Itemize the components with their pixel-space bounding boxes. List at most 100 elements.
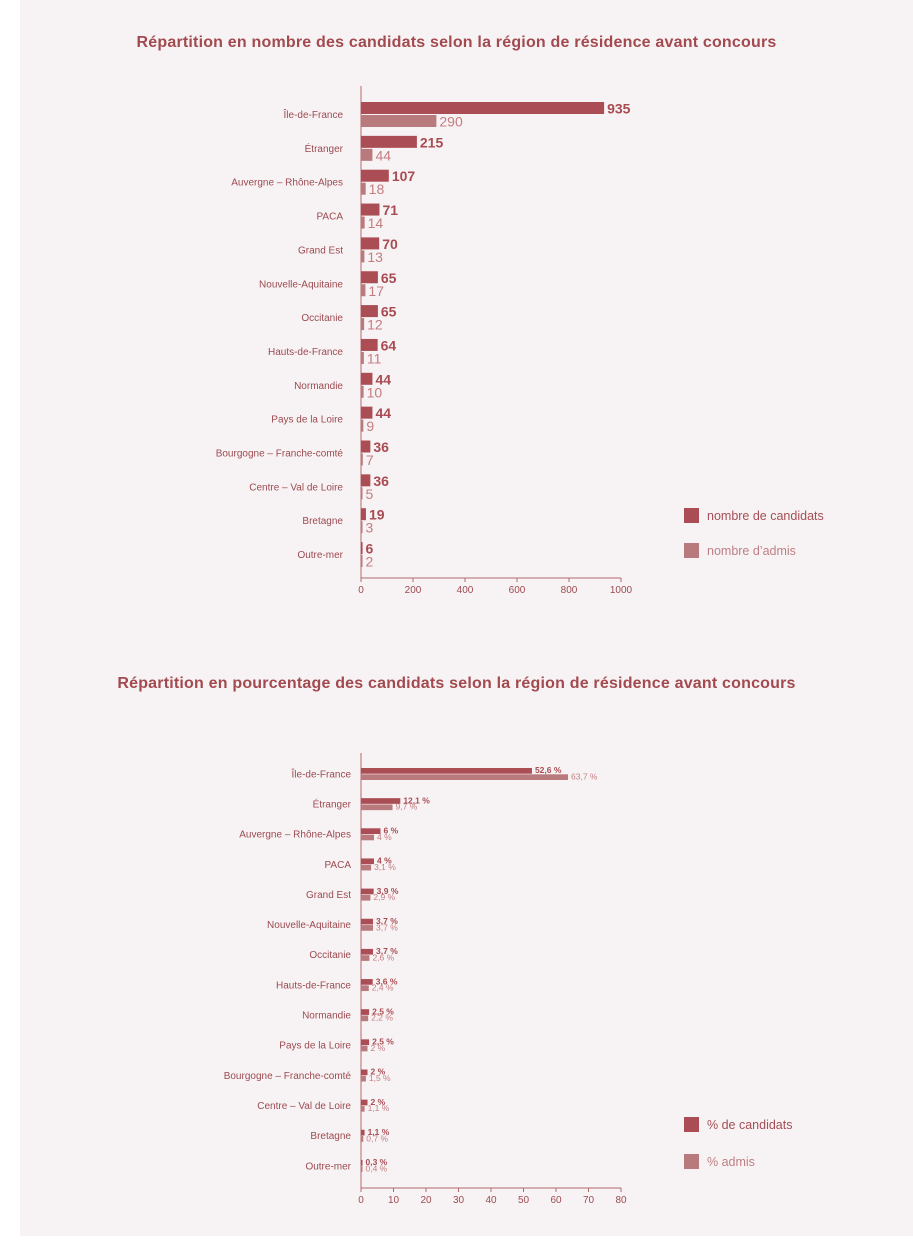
- x-tick-label: 1000: [610, 585, 633, 596]
- legend-swatch-admis: [684, 543, 699, 558]
- legend-label-candidats: nombre de candidats: [707, 509, 824, 523]
- category-label: Nouvelle-Aquitaine: [267, 920, 351, 931]
- bar-candidats: [361, 1039, 370, 1046]
- data-label-admis: 9: [366, 418, 374, 434]
- bar-admis: [361, 318, 365, 331]
- category-label: Auvergne – Rhône-Alpes: [231, 178, 343, 189]
- bar-candidats: [361, 135, 417, 148]
- category-label: Outre-mer: [297, 550, 343, 561]
- data-label-admis: 3: [366, 520, 374, 536]
- bar-candidats: [361, 474, 371, 487]
- data-label-admis: 11: [367, 350, 382, 366]
- bar-candidats: [361, 102, 605, 114]
- bar-admis: [361, 1015, 369, 1022]
- category-label: Nouvelle-Aquitaine: [259, 279, 343, 290]
- x-tick-label: 10: [388, 1195, 400, 1206]
- category-label: Centre – Val de Loire: [257, 1101, 351, 1112]
- data-label-admis: 2,4 %: [372, 983, 394, 993]
- x-tick-label: 0: [358, 585, 364, 596]
- category-label: Normandie: [294, 381, 343, 392]
- bar-candidats: [361, 271, 378, 284]
- bar-candidats: [361, 508, 366, 521]
- category-label: Île-de-France: [291, 767, 352, 780]
- bar-admis: [361, 284, 366, 297]
- data-label-admis: 12: [367, 317, 383, 333]
- bar-admis: [361, 216, 365, 229]
- data-label-candidats: 44: [375, 405, 391, 421]
- data-label-candidats: 65: [381, 304, 397, 320]
- category-label: Hauts-de-France: [276, 980, 351, 991]
- chart-background: [20, 0, 913, 1236]
- bar-admis: [361, 1075, 366, 1082]
- bar-candidats: [361, 305, 378, 318]
- bar-candidats: [361, 1159, 363, 1166]
- bar-candidats: [361, 237, 380, 250]
- bar-admis: [361, 1045, 368, 1052]
- data-label-candidats: 52,6 %: [535, 765, 562, 775]
- bar-candidats: [361, 203, 380, 216]
- bar-candidats: [361, 406, 373, 419]
- category-label: Occitanie: [309, 950, 351, 961]
- x-tick-label: 30: [453, 1195, 465, 1206]
- x-tick-label: 400: [457, 585, 474, 596]
- data-label-candidats: 70: [382, 236, 398, 252]
- data-label-candidats: 19: [369, 507, 385, 523]
- data-label-candidats: 3,6 %: [376, 976, 398, 986]
- bar-admis: [361, 487, 363, 500]
- bar-admis: [361, 115, 437, 127]
- chart-2-title: Répartition en pourcentage des candidats…: [117, 675, 796, 692]
- x-tick-label: 70: [583, 1195, 595, 1206]
- legend-label-admis: % admis: [707, 1155, 755, 1169]
- category-label: Bretagne: [302, 516, 343, 527]
- category-label: Hauts-de-France: [268, 347, 343, 358]
- bar-admis: [361, 834, 374, 841]
- data-label-candidats: 12,1 %: [403, 795, 430, 805]
- data-label-admis: 2 %: [371, 1043, 386, 1053]
- category-label: Étranger: [313, 797, 352, 810]
- x-tick-label: 40: [485, 1195, 497, 1206]
- data-label-candidats: 71: [382, 202, 398, 218]
- legend-swatch-candidats: [684, 1117, 699, 1132]
- bar-admis: [361, 385, 364, 398]
- x-tick-label: 200: [405, 585, 422, 596]
- bar-admis: [361, 985, 369, 992]
- category-label: Centre – Val de Loire: [249, 482, 343, 493]
- category-label: Pays de la Loire: [279, 1041, 351, 1052]
- data-label-admis: 290: [439, 114, 463, 130]
- data-label-admis: 1,1 %: [368, 1103, 390, 1113]
- data-label-candidats: 3,9 %: [377, 886, 399, 896]
- bar-admis: [361, 1136, 364, 1142]
- bar-candidats: [361, 169, 389, 182]
- category-label: Outre-mer: [305, 1161, 351, 1172]
- category-label: PACA: [317, 212, 344, 223]
- category-label: Occitanie: [301, 313, 343, 324]
- bar-admis: [361, 182, 366, 195]
- category-label: Bourgogne – Franche-comté: [224, 1071, 352, 1082]
- bar-admis: [361, 1166, 363, 1172]
- bar-candidats: [361, 918, 374, 925]
- data-label-candidats: 1,1 %: [368, 1127, 390, 1137]
- x-tick-label: 800: [561, 585, 578, 596]
- category-label: Grand Est: [306, 890, 351, 901]
- data-label-candidats: 935: [607, 101, 631, 117]
- data-label-admis: 3,7 %: [376, 922, 398, 932]
- bar-candidats: [361, 542, 363, 555]
- data-label-admis: 63,7 %: [571, 772, 598, 782]
- bar-admis: [361, 925, 374, 931]
- category-label: Bourgogne – Franche-comté: [216, 449, 344, 460]
- data-label-admis: 44: [375, 147, 391, 163]
- data-label-admis: 17: [368, 283, 384, 299]
- data-label-candidats: 0,3 %: [366, 1157, 388, 1167]
- bar-admis: [361, 955, 370, 961]
- bar-candidats: [361, 338, 378, 351]
- bar-candidats: [361, 1099, 368, 1106]
- bar-candidats: [361, 979, 373, 985]
- category-label: Auvergne – Rhône-Alpes: [239, 830, 351, 841]
- data-label-admis: 9,7 %: [396, 802, 418, 812]
- data-label-candidats: 3,7 %: [376, 946, 398, 956]
- data-label-candidats: 107: [392, 168, 416, 184]
- x-tick-label: 60: [550, 1195, 562, 1206]
- bar-candidats: [361, 1069, 368, 1076]
- data-label-candidats: 44: [375, 371, 391, 387]
